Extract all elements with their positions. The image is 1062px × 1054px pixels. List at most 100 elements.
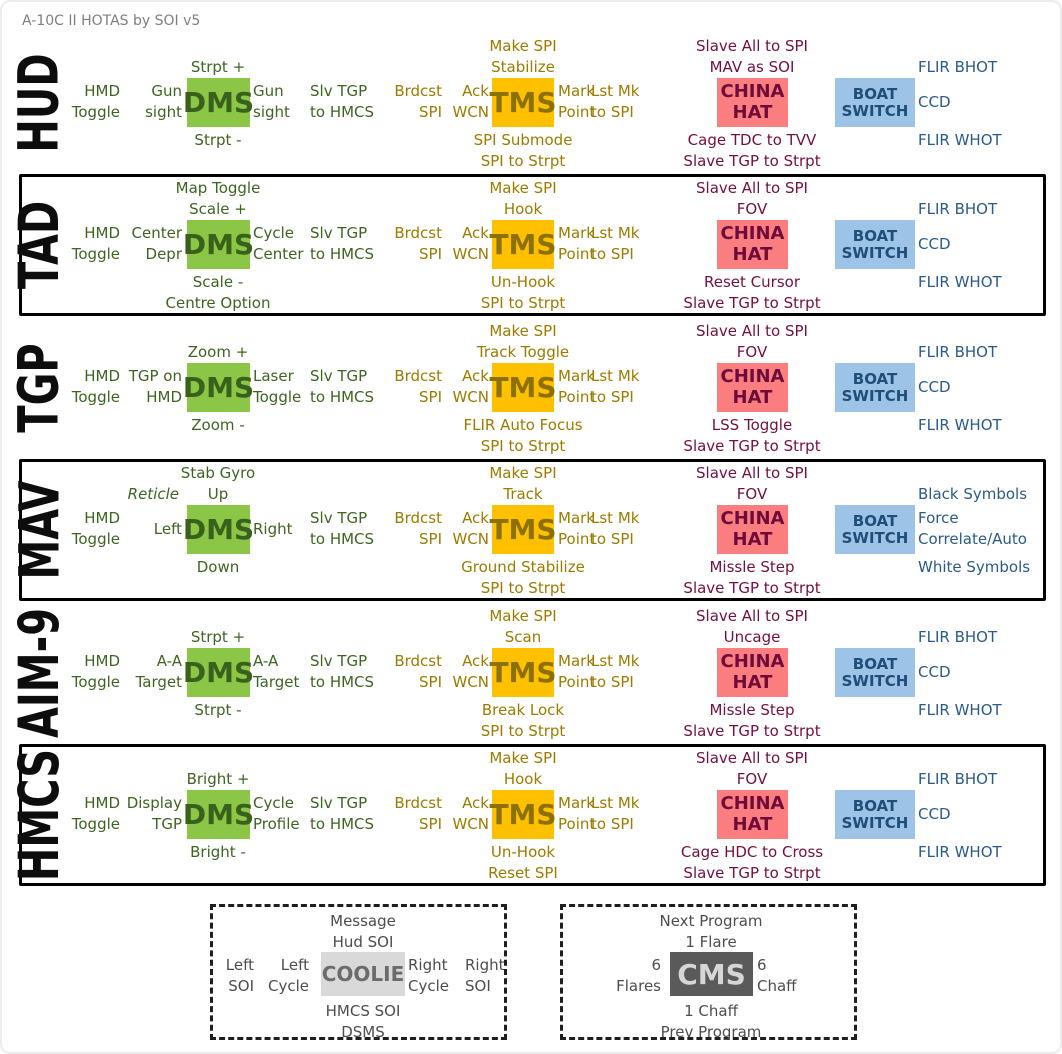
tms-bottom-label: Ground Stabilize — [461, 558, 585, 576]
cms-chaff-label: 6 Chaff — [757, 955, 797, 997]
ack-wcn-label-line: WCN — [452, 815, 489, 833]
coolie-left-cycle-label-line: Left — [280, 956, 309, 974]
row-label-text: HMCS — [8, 748, 72, 882]
lst-mk-to-spi-label: Lst Mk to SPI — [591, 793, 639, 835]
row-label-text: AIM-9 — [8, 607, 72, 739]
tms-top-label: Make SPI — [489, 322, 557, 340]
tms-top-label: Make SPI — [489, 749, 557, 767]
ack-wcn-label-line: WCN — [452, 530, 489, 548]
tms-box-text: TMS — [489, 512, 557, 546]
lst-mk-to-spi-label-line: Lst Mk — [591, 367, 640, 385]
hmd-toggle-label-line: HMD — [84, 224, 120, 242]
cms-top-label: 1 Flare — [685, 933, 737, 951]
mark-point-label: Mark Point — [558, 223, 595, 265]
tms-box: TMS — [489, 78, 557, 127]
dms-left-label-line: Gun — [151, 82, 182, 100]
tms-bottom-label: Break Lock — [481, 701, 565, 719]
cms-box-text: CMS — [677, 957, 746, 991]
tms-box: TMS — [489, 220, 557, 269]
hmd-toggle-label-line: Toggle — [71, 245, 120, 263]
row-label-text: TAD — [8, 200, 72, 290]
tms-box: TMS — [489, 505, 557, 554]
boat-switch-box-text: SWITCH — [841, 528, 909, 547]
china-hat-bottom-label: Slave TGP to Strpt — [683, 437, 821, 455]
china-hat-box-text: HAT — [732, 243, 773, 265]
ack-wcn-label-line: WCN — [452, 245, 489, 263]
lst-mk-to-spi-label-line: to SPI — [591, 103, 634, 121]
mark-point-label-line: Mark — [558, 367, 595, 385]
cms-flares-label-line: Flares — [616, 977, 661, 995]
tms-bottom-label: FLIR Auto Focus — [463, 416, 583, 434]
china-hat-box: CHINA HAT — [717, 648, 788, 697]
row-label-aim-9: AIM-9 — [2, 602, 78, 744]
china-hat-bottom-label: Cage TDC to TVV — [687, 131, 817, 149]
row-label-text: MAV — [8, 480, 72, 580]
dms-bottom-label: Strpt - — [194, 701, 242, 719]
row-border-tad — [19, 174, 1046, 316]
coolie-left-cycle-label: Left Cycle — [268, 955, 309, 997]
tms-top-label: Make SPI — [489, 464, 557, 482]
mark-point-label: Mark Point — [558, 366, 595, 408]
brdcst-spi-label-line: SPI — [419, 673, 442, 691]
ack-wcn-label: Ack WCN — [452, 793, 489, 835]
hmd-toggle-label-line: Toggle — [71, 815, 120, 833]
dms-note-label: Reticle — [127, 485, 179, 503]
hmd-toggle-label-line: HMD — [84, 367, 120, 385]
boat-mode-label: FLIR WHOT — [918, 701, 1002, 719]
lst-mk-to-spi-label-line: Lst Mk — [591, 224, 640, 242]
dms-top-label: Scale + — [189, 200, 247, 218]
dms-right-label: Cycle Center — [253, 223, 304, 265]
dms-top-label: Up — [207, 485, 229, 503]
dms-bottom-label: Down — [196, 558, 240, 576]
hmd-toggle-label: HMD Toggle — [72, 366, 120, 408]
tms-top-label: Track Toggle — [476, 343, 570, 361]
row-border-mav — [19, 459, 1046, 601]
row-label-mav: MAV — [2, 459, 78, 601]
brdcst-spi-label: Brdcst SPI — [394, 81, 442, 123]
ack-wcn-label: Ack WCN — [452, 651, 489, 693]
cms-bottom-label: 1 Chaff — [684, 1002, 738, 1020]
dms-top-label: Strpt + — [190, 628, 246, 646]
dms-bottom-label: Scale - — [192, 273, 244, 291]
tms-top-label: Make SPI — [489, 607, 557, 625]
boat-mode-label: FLIR BHOT — [918, 628, 998, 646]
dms-left-label-line: TGP on — [128, 367, 182, 385]
china-hat-box: CHINA HAT — [717, 790, 788, 839]
dms-box-text: DMS — [182, 797, 255, 831]
tms-box-text: TMS — [489, 370, 557, 404]
slv-tgp-to-hmcs-label: Slv TGP to HMCS — [310, 508, 374, 550]
dms-left-label-line: Target — [135, 673, 182, 691]
hmd-toggle-label: HMD Toggle — [72, 223, 120, 265]
coolie-right-soi-label-line: Right — [465, 956, 505, 974]
china-hat-bottom-label: Slave TGP to Strpt — [683, 294, 821, 312]
boat-switch-box-text: SWITCH — [841, 386, 909, 405]
soi-row-aim-9: AIM-9 HMD Toggle Strpt + A-A Target DMS A-A Targ… — [2, 602, 1060, 744]
row-label-text: TGP — [8, 343, 72, 433]
dms-box: DMS — [183, 648, 254, 697]
slv-tgp-to-hmcs-label-line: Slv TGP — [310, 794, 368, 812]
china-hat-bottom-label: Slave TGP to Strpt — [683, 722, 821, 740]
boat-switch-box: BOAT SWITCH — [835, 363, 915, 412]
hmd-toggle-label-line: Toggle — [71, 530, 120, 548]
hmd-toggle-label-line: HMD — [84, 82, 120, 100]
dms-right-label-line: Cycle — [253, 794, 294, 812]
dms-bottom-label: Bright - — [190, 843, 246, 861]
coolie-top-label: Message — [330, 912, 396, 930]
brdcst-spi-label-line: SPI — [419, 530, 442, 548]
hmd-toggle-label-line: Toggle — [71, 388, 120, 406]
dms-box: DMS — [183, 790, 254, 839]
hmd-toggle-label-line: Toggle — [71, 103, 120, 121]
china-hat-bottom-label: Slave TGP to Strpt — [683, 579, 821, 597]
dms-right-label-line: Profile — [253, 815, 300, 833]
brdcst-spi-label-line: Brdcst — [394, 82, 442, 100]
china-hat-box: CHINA HAT — [717, 505, 788, 554]
coolie-panel: Message Hud SOI COOLIE Left SOI Left Cycle Righ… — [210, 904, 507, 1041]
mark-point-label-line: Point — [558, 103, 596, 121]
dms-right-label-line: Right — [253, 520, 293, 538]
hmd-toggle-label: HMD Toggle — [72, 508, 120, 550]
dms-bottom-label: Zoom - — [191, 416, 245, 434]
mark-point-label-line: Mark — [558, 652, 595, 670]
lst-mk-to-spi-label-line: to SPI — [591, 815, 634, 833]
tms-top-label: Make SPI — [489, 179, 557, 197]
